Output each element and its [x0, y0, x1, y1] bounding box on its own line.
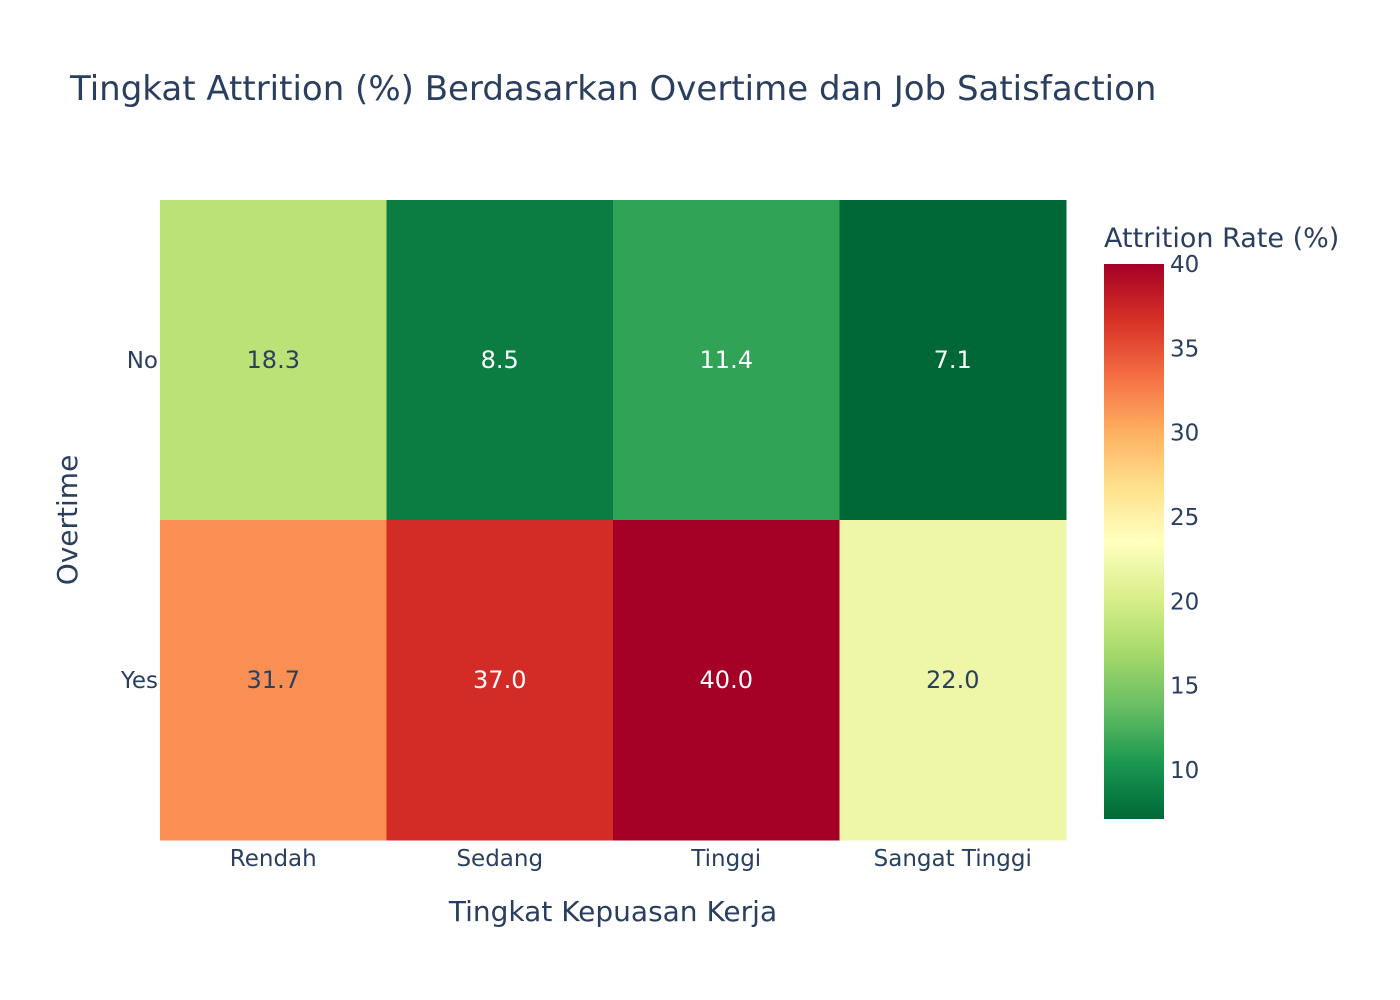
heatmap-cell	[613, 520, 840, 841]
colorbar-tick-label: 25	[1170, 505, 1199, 531]
x-tick-label: Rendah	[230, 846, 317, 872]
chart-title: Tingkat Attrition (%) Berdasarkan Overti…	[69, 69, 1156, 109]
heatmap-cell	[386, 520, 614, 841]
y-axis-ticks: No Yes	[120, 348, 158, 694]
heatmap-cell	[386, 200, 614, 521]
heatmap-cell	[613, 200, 840, 521]
y-axis-title: Overtime	[51, 455, 84, 586]
x-axis-title: Tingkat Kepuasan Kerja	[448, 895, 777, 928]
heatmap-cell-label: 31.7	[247, 666, 300, 694]
colorbar-tick-label: 30	[1170, 421, 1199, 447]
heatmap-cell-labels: 18.3 8.5 11.4 7.1 31.7 37.0 40.0 22.0	[247, 346, 980, 694]
y-tick-label: Yes	[120, 668, 158, 694]
colorbar-tick-label: 10	[1170, 758, 1199, 784]
x-tick-label: Tinggi	[690, 846, 761, 872]
colorbar	[1104, 264, 1164, 819]
heatmap-cell-label: 8.5	[481, 346, 519, 374]
heatmap-cell-label: 11.4	[700, 346, 753, 374]
colorbar-tick-label: 20	[1170, 589, 1199, 615]
heatmap-cell	[839, 200, 1067, 521]
colorbar-tick-label: 40	[1170, 252, 1199, 278]
colorbar-tick-label: 35	[1170, 336, 1199, 362]
colorbar-ticks: 10 15 20 25 30 35 40	[1170, 252, 1199, 784]
heatmap-cell	[160, 520, 387, 841]
colorbar-tick-label: 15	[1170, 674, 1199, 700]
heatmap-cell-label: 7.1	[934, 346, 972, 374]
heatmap-cell	[160, 200, 387, 521]
x-axis-ticks: Rendah Sedang Tinggi Sangat Tinggi	[230, 846, 1032, 872]
heatmap-cell-label: 40.0	[700, 666, 753, 694]
x-tick-label: Sedang	[456, 846, 543, 872]
heatmap-cell-label: 37.0	[473, 666, 526, 694]
heatmap-cell-label: 18.3	[247, 346, 300, 374]
colorbar-title: Attrition Rate (%)	[1104, 223, 1339, 254]
heatmap-cell	[839, 520, 1067, 841]
heatmap-cell-label: 22.0	[926, 666, 979, 694]
y-tick-label: No	[127, 348, 158, 374]
x-tick-label: Sangat Tinggi	[874, 846, 1032, 872]
heatmap-cells	[160, 200, 1067, 841]
